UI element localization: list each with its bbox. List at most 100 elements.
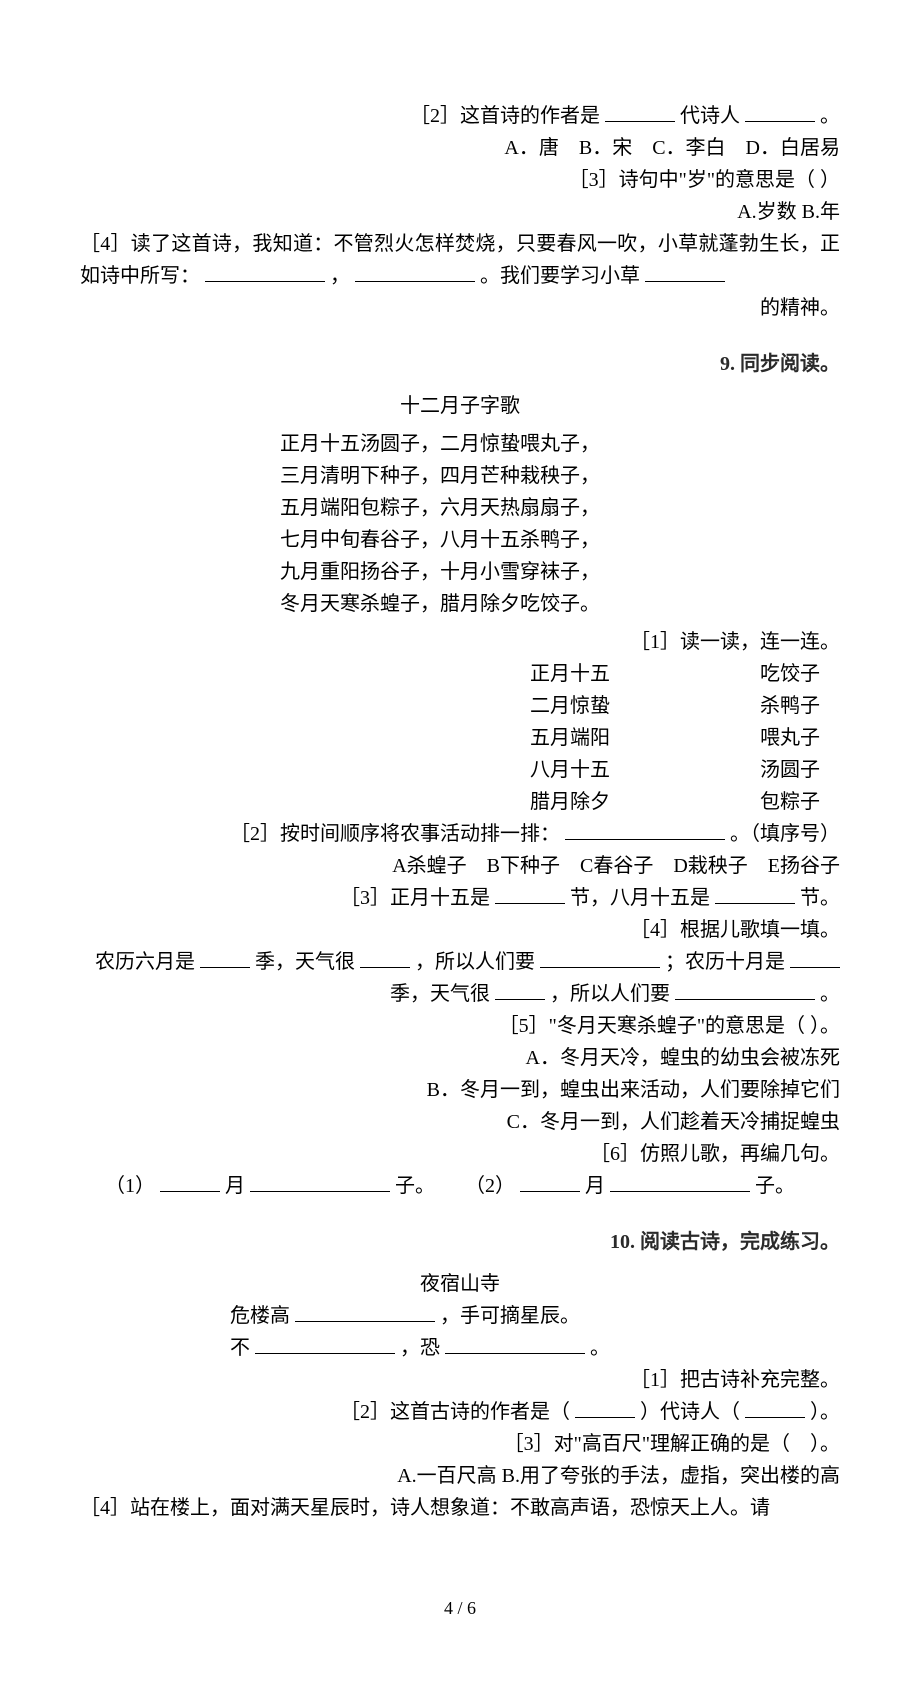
poem9-line: 五月端阳包粽子，六月天热扇扇子， [280,492,840,524]
q3-line: ［3］诗句中"岁"的意思是（ ） [80,164,840,196]
s9q4-blank2[interactable] [360,947,410,968]
poem10-l2a: 不 [230,1337,250,1359]
s9q4-blank4[interactable] [790,947,840,968]
q4-blank3[interactable] [645,261,725,282]
s10q2-blank1[interactable] [575,1397,635,1418]
q2-line: ［2］这首诗的作者是 代诗人 。 [80,100,840,132]
match-row: 正月十五 吃饺子 [80,658,840,690]
match-right: 包粽子 [760,786,840,818]
s9q2-pre: ［2］按时间顺序将农事活动排一排： [230,823,560,845]
poem10-l1a: 危楼高 [230,1305,290,1327]
s10q3-q: ［3］对"高百尺"理解正确的是（ ）。 [80,1428,840,1460]
s10q4: ［4］站在楼上，面对满天星辰时，诗人想象道：不敢高声语，恐惊天上人。请 [80,1492,840,1524]
poem9-line: 冬月天寒杀蝗子，腊月除夕吃饺子。 [280,588,840,620]
q3-options: A.岁数 B.年 [80,196,840,228]
s9q6-blank3[interactable] [520,1171,580,1192]
match-left: 腊月除夕 [530,786,670,818]
match-left: 二月惊蛰 [530,690,670,722]
s9q3-blank1[interactable] [495,883,565,904]
q2-mid: 代诗人 [680,105,740,127]
s9q4-d: ；农历十月是 [665,951,785,973]
match-gap [670,658,760,690]
poem9-block: 正月十五汤圆子，二月惊蛰喂丸子， 三月清明下种子，四月芒种栽秧子， 五月端阳包粽… [280,428,840,620]
match-right: 吃饺子 [760,658,840,690]
s9q6-blank4[interactable] [610,1171,750,1192]
match-gap [670,722,760,754]
match-right: 汤圆子 [760,754,840,786]
poem9-line: 七月中旬春谷子，八月十五杀鸭子， [280,524,840,556]
match-row: 腊月除夕 包粽子 [80,786,840,818]
q4-blank1[interactable] [205,261,325,282]
poem10-blank3[interactable] [445,1333,585,1354]
q4-after: 。我们要学习小草 [480,265,640,287]
s9q3-blank2[interactable] [715,883,795,904]
s9q5-A: A．冬月天冷，蝗虫的幼虫会被冻死 [80,1042,840,1074]
s9q6-tail1: 子。 [395,1175,435,1197]
poem10-l1: 危楼高 ，手可摘星辰。 [230,1300,840,1332]
s9q4-title: ［4］根据儿歌填一填。 [80,914,840,946]
match-gap [670,754,760,786]
s10q2-b: ）代诗人（ [640,1401,740,1423]
s10q2-a: ［2］这首古诗的作者是（ [340,1401,570,1423]
match-row: 五月端阳 喂丸子 [80,722,840,754]
q4-blank2[interactable] [355,261,475,282]
s9q2-line: ［2］按时间顺序将农事活动排一排： 。（填序号） [80,818,840,850]
s9q6-p1a: （1） [105,1175,155,1197]
match-row: 二月惊蛰 杀鸭子 [80,690,840,722]
s9q1: ［1］读一读，连一连。 [80,626,840,658]
s9q6-title: ［6］仿照儿歌，再编几句。 [80,1138,840,1170]
s9q3-line: ［3］正月十五是 节，八月十五是 节。 [80,882,840,914]
q2-pre: ［2］这首诗的作者是 [410,105,600,127]
poem10-l2b: ，恐 [400,1337,440,1359]
match-right: 杀鸭子 [760,690,840,722]
s9q2-blank[interactable] [565,819,725,840]
q2-blank1[interactable] [605,101,675,122]
s9q6-blank1[interactable] [160,1171,220,1192]
s9q3-b: 节，八月十五是 [570,887,710,909]
q2-blank2[interactable] [745,101,815,122]
s9q6-p2a: （2） [465,1175,515,1197]
s9q3-c: 节。 [800,887,840,909]
s9q6-mid2: 月 [585,1175,605,1197]
q2-tail: 。 [820,105,840,127]
s9q3-a: ［3］正月十五是 [340,887,490,909]
s9q4-blank3[interactable] [540,947,660,968]
s9q4-c: ，所以人们要 [415,951,535,973]
poem10-blank1[interactable] [295,1301,435,1322]
s10q3-opts: A.一百尺高 B.用了夸张的手法，虚指，突出楼的高 [80,1460,840,1492]
page-footer: 4 / 6 [80,1594,840,1623]
s9q2-opts: A杀蝗子 B下种子 C春谷子 D栽秧子 E扬谷子 [80,850,840,882]
s9q4-line1: 农历六月是 季，天气很 ，所以人们要 ；农历十月是 [80,946,840,978]
match-gap [670,690,760,722]
match-left: 八月十五 [530,754,670,786]
poem9-line: 九月重阳扬谷子，十月小雪穿袜子， [280,556,840,588]
s10q2-line: ［2］这首古诗的作者是（ ）代诗人（ ）。 [80,1396,840,1428]
s9q4-blank6[interactable] [675,979,815,1000]
s9q4-line2: 季，天气很 ，所以人们要 。 [80,978,840,1010]
s9q6-tail2: 子。 [755,1175,795,1197]
s9q4-blank1[interactable] [200,947,250,968]
s9q4-a: 农历六月是 [95,951,195,973]
s10q2-blank2[interactable] [745,1397,805,1418]
s10q1: ［1］把古诗补充完整。 [80,1364,840,1396]
poem10-title: 夜宿山寺 [80,1268,840,1300]
s9q6-blank2[interactable] [250,1171,390,1192]
match-left: 五月端阳 [530,722,670,754]
match-left: 正月十五 [530,658,670,690]
s9q6-mid1: 月 [225,1175,245,1197]
s9q4-blank5[interactable] [495,979,545,1000]
poem9-line: 正月十五汤圆子，二月惊蛰喂丸子， [280,428,840,460]
s9q4-g: 。 [820,983,840,1005]
q4-tail: 的精神。 [80,292,840,324]
s9q4-e: 季，天气很 [390,983,490,1005]
s9q6-body: （1） 月 子。 （2） 月 子。 [80,1170,840,1202]
s9q5-B: B．冬月一到，蝗虫出来活动，人们要除掉它们 [80,1074,840,1106]
s9q5-q: ［5］"冬月天寒杀蝗子"的意思是（ ）。 [80,1010,840,1042]
match-block: 正月十五 吃饺子 二月惊蛰 杀鸭子 五月端阳 喂丸子 八月十五 汤圆子 腊月除夕… [80,658,840,818]
s9q4-b: 季，天气很 [255,951,355,973]
q4-body: ［4］读了这首诗，我知道：不管烈火怎样焚烧，只要春风一吹，小草就蓬勃生长，正如诗… [80,228,840,292]
poem9-line: 三月清明下种子，四月芒种栽秧子， [280,460,840,492]
s9q4-f: ，所以人们要 [550,983,670,1005]
poem10-blank2[interactable] [255,1333,395,1354]
s9q2-tail: 。（填序号） [730,823,840,845]
